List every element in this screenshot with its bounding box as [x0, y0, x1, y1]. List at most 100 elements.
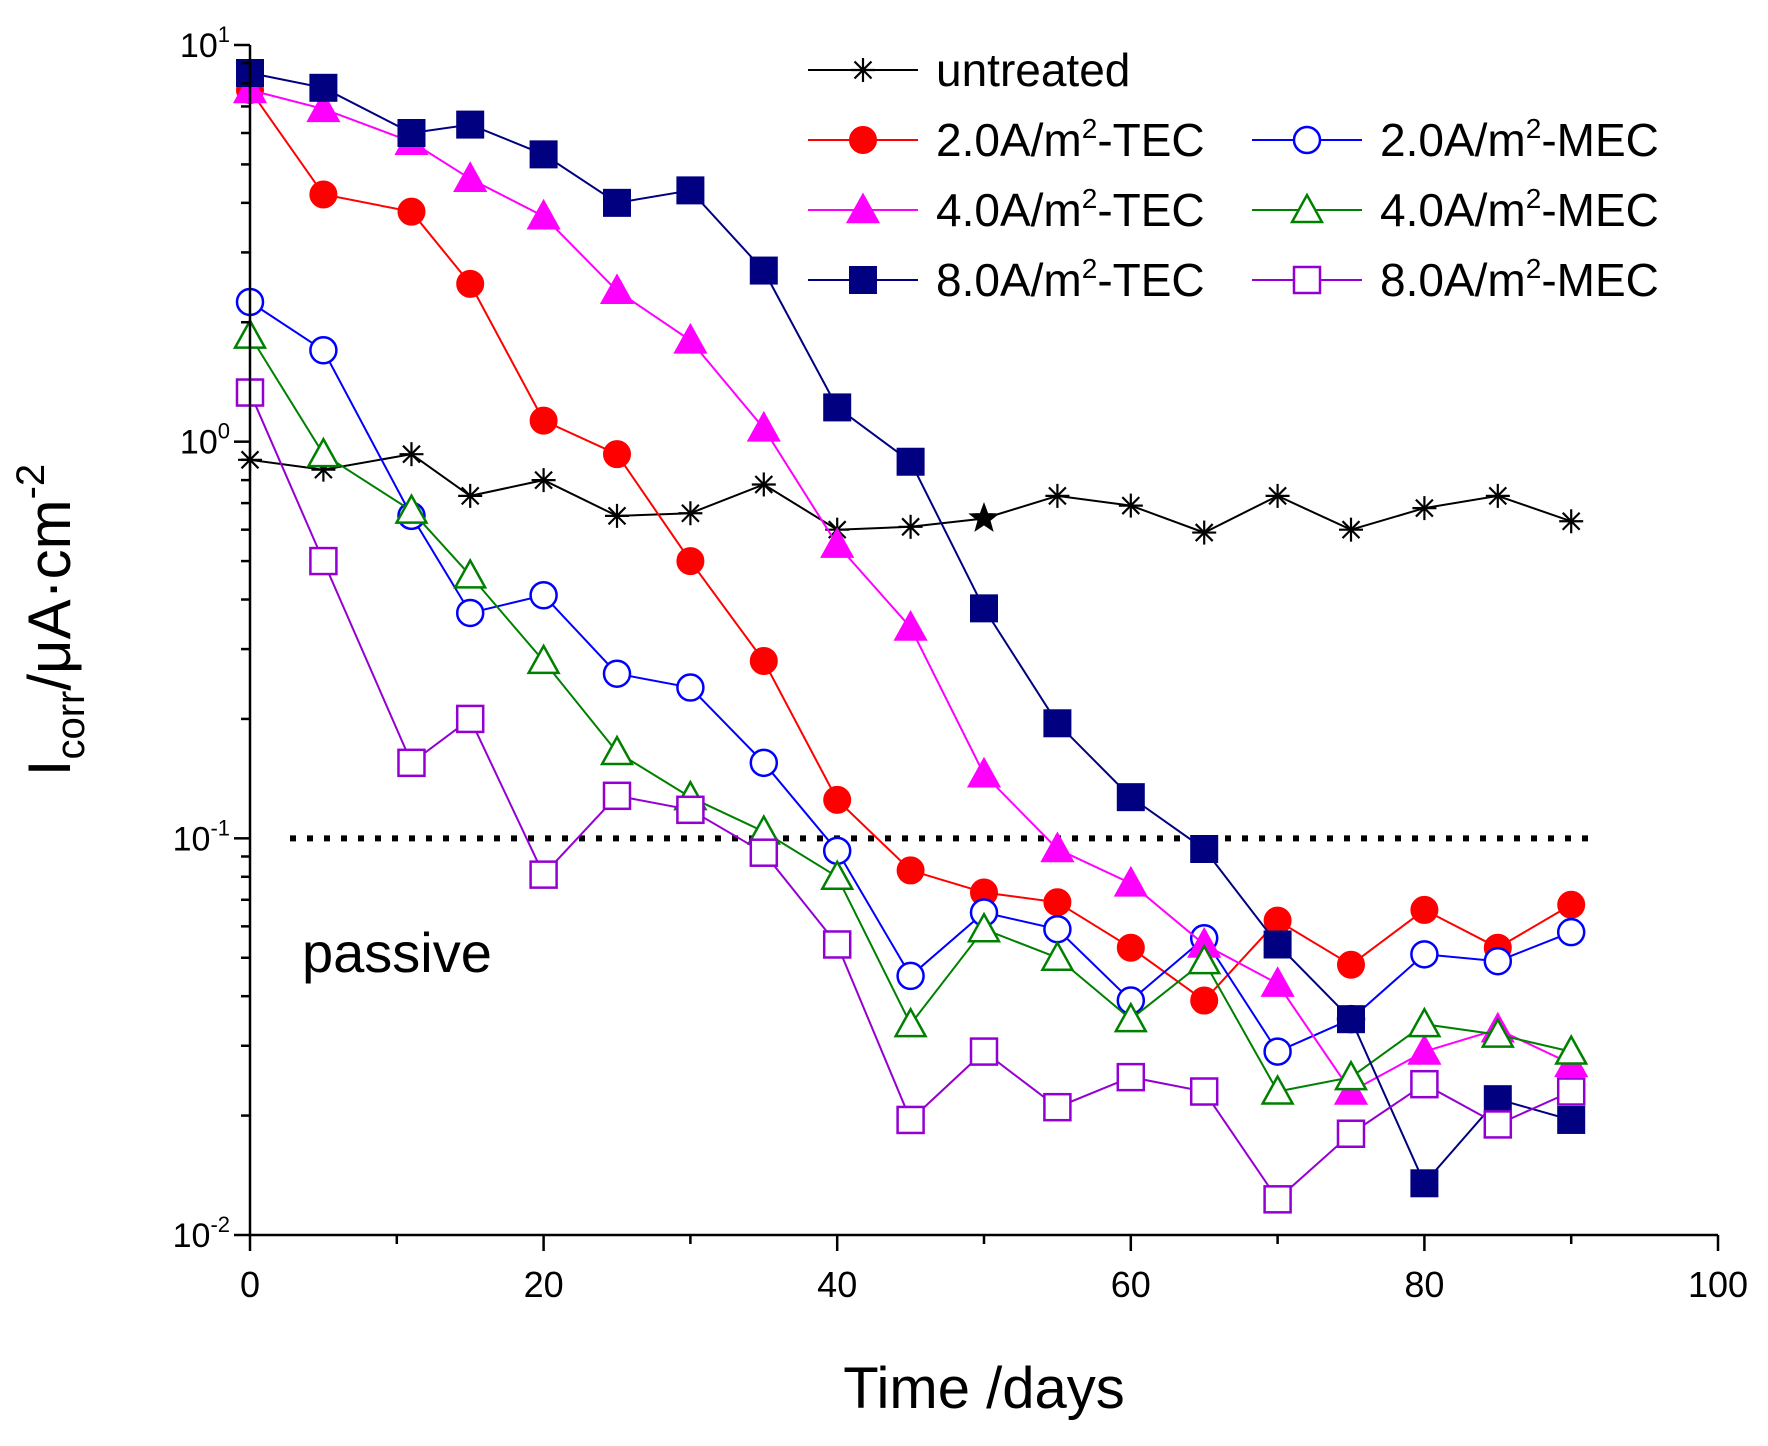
data-point	[676, 795, 705, 825]
legend-marker	[1292, 125, 1322, 155]
series-4.0A/m2-TEC	[232, 72, 1589, 1105]
legend-label: 8.0A/m2-MEC	[1380, 253, 1659, 306]
data-point	[1333, 1059, 1369, 1091]
legend-label-suffix: -TEC	[1097, 254, 1204, 306]
y-tick-base: 10	[173, 1217, 211, 1255]
data-point	[1337, 1005, 1365, 1034]
series-4.0A/m2-MEC	[232, 318, 1589, 1105]
data-point	[1118, 493, 1143, 518]
asterisk-stroke	[1268, 486, 1287, 506]
asterisk-stroke	[754, 475, 774, 494]
legend-label-main: 8.0A/m	[936, 254, 1082, 306]
legend-label-main: 4.0A/m	[936, 184, 1082, 236]
legend-label-suffix: -TEC	[1097, 184, 1204, 236]
asterisk-stroke	[1341, 520, 1361, 539]
legend-label-superscript: 2	[1526, 253, 1542, 284]
legend-label: 4.0A/m2-MEC	[1380, 183, 1659, 236]
data-point	[1410, 940, 1439, 969]
data-point	[969, 1037, 999, 1066]
data-point	[1045, 483, 1070, 508]
y-axis-title-subscript: corr	[49, 691, 93, 760]
data-point	[1263, 906, 1292, 935]
data-point	[1557, 890, 1586, 919]
y-axis-title-superscript: -2	[9, 464, 53, 500]
data-point	[1410, 1069, 1439, 1099]
data-point	[1113, 1001, 1148, 1033]
data-point	[306, 436, 341, 468]
x-tick-label: 80	[1404, 1264, 1444, 1305]
series-8.0A/m2-MEC	[235, 378, 1586, 1214]
data-point	[1407, 1006, 1442, 1038]
data-point	[746, 410, 781, 442]
y-axis-title-unit: /μA·cm	[16, 499, 83, 690]
data-point	[673, 322, 708, 354]
y-tick-base: 10	[180, 424, 218, 462]
y-tick-base: 10	[173, 820, 211, 858]
legend-marker	[851, 58, 875, 82]
data-point	[1113, 865, 1148, 897]
data-point	[399, 442, 424, 467]
data-point	[822, 930, 852, 959]
x-tick-label: 20	[524, 1264, 564, 1305]
data-point	[896, 856, 925, 885]
legend-entry: 2.0A/m2-MEC	[1252, 113, 1659, 166]
data-point	[896, 1105, 925, 1135]
data-point	[1040, 831, 1075, 863]
legend-label: 8.0A/m2-TEC	[936, 253, 1205, 306]
data-point	[1336, 1119, 1366, 1148]
data-point	[603, 440, 631, 469]
data-point	[751, 472, 776, 497]
data-point	[820, 859, 855, 890]
y-axis-title: Icorr/μA·cm-2	[9, 464, 93, 776]
data-point	[676, 673, 705, 702]
data-point	[453, 161, 488, 192]
data-point	[309, 180, 338, 209]
data-point	[1556, 1077, 1586, 1106]
data-point	[531, 468, 556, 493]
data-point	[966, 911, 1002, 943]
legend-label: 2.0A/m2-MEC	[1380, 113, 1659, 166]
data-point	[1483, 946, 1513, 976]
data-point	[1483, 1085, 1512, 1114]
data-point	[749, 838, 779, 867]
data-point	[1043, 709, 1072, 738]
legend-label-suffix: -TEC	[1097, 114, 1204, 166]
data-point	[823, 393, 852, 422]
data-point	[1190, 834, 1219, 863]
data-point	[458, 483, 483, 508]
y-tick-exponent: -1	[210, 815, 230, 840]
y-tick-label: 10-1	[173, 815, 230, 858]
data-point	[896, 961, 925, 991]
x-tick-label: 60	[1111, 1264, 1151, 1305]
data-point	[1480, 1017, 1515, 1048]
data-point	[1407, 1034, 1442, 1065]
asterisk-stroke	[1048, 486, 1067, 506]
data-point	[749, 256, 778, 285]
legend-marker	[845, 192, 881, 224]
legend-label-suffix: -MEC	[1541, 114, 1659, 166]
data-point	[599, 273, 635, 305]
legend-label: 2.0A/m2-TEC	[936, 113, 1205, 166]
data-point	[966, 756, 1002, 788]
asterisk-stroke	[853, 60, 873, 80]
data-point	[309, 73, 338, 102]
data-point	[1263, 1185, 1292, 1214]
legend-label-main: 4.0A/m	[1380, 184, 1526, 236]
y-tick-label: 100	[180, 419, 230, 462]
highlight-star-marker	[968, 502, 1000, 532]
asterisk-stroke	[1415, 498, 1434, 518]
data-point	[599, 734, 635, 766]
asterisk-stroke	[681, 503, 700, 523]
data-point	[453, 557, 488, 589]
data-point	[1557, 1105, 1586, 1134]
legend-label-main: 2.0A/m	[1380, 114, 1526, 166]
data-point	[1265, 483, 1290, 508]
data-point	[678, 501, 703, 526]
data-point	[1116, 1062, 1146, 1092]
legend-marker	[1289, 192, 1325, 224]
data-point	[397, 748, 426, 778]
data-point	[529, 406, 558, 435]
data-point	[1043, 888, 1072, 917]
